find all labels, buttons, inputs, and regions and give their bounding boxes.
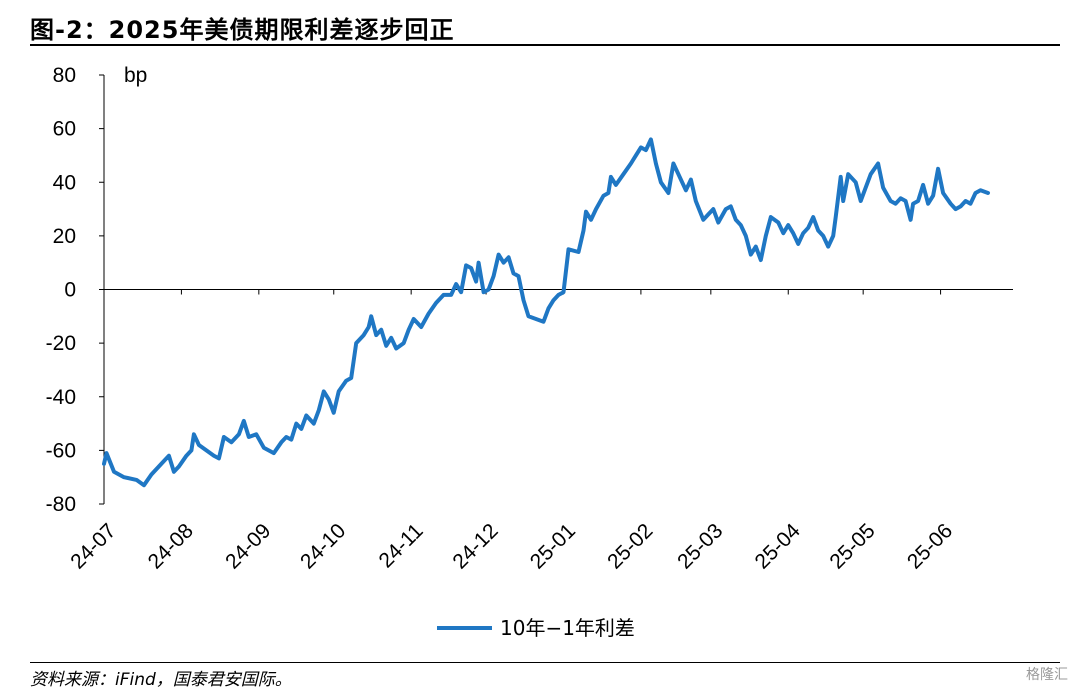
y-tick-label: 60 [53,118,76,141]
chart-title: 图-2：2025年美债期限利差逐步回正 [30,16,455,44]
legend: 10年−1年利差 [437,616,635,640]
watermark-logo: 格隆汇 [1026,667,1068,683]
legend-label: 10年−1年利差 [500,616,635,640]
x-tick-label: 25-04 [751,519,805,573]
x-axis: 24-07 24-08 24-09 24-10 24-11 24-12 25-01 25-02… [66,289,1013,574]
x-tick-label: 25-05 [825,519,879,573]
y-tick-label: -20 [46,332,76,355]
y-tick-label: 80 [53,64,76,87]
y-tick-label: 20 [53,225,76,248]
x-tick-label: 24-08 [144,519,198,573]
y-tick-label: -60 [46,439,76,462]
title-bar: 图-2：2025年美债期限利差逐步回正 [30,6,1060,46]
x-tick-label: 25-03 [673,519,727,573]
y-axis-unit-label: bp [124,64,147,87]
x-tick-label: 24-09 [221,519,275,573]
x-tick-label: 24-10 [296,519,350,573]
y-tick-label: 40 [53,171,76,194]
series-line [102,137,990,488]
y-axis: 80 60 40 20 0 -20 -40 -60 -80 [46,64,105,516]
x-tick-label: 25-02 [603,519,657,573]
source-bar: 资料来源：iFind，国泰君安国际。 [30,662,1060,690]
x-tick-label: 24-12 [448,519,502,573]
y-tick-label: 0 [64,279,76,302]
y-tick-label: -40 [46,386,76,409]
x-tick-label: 25-06 [903,519,957,573]
y-tick-label: -80 [46,493,76,516]
x-tick-label: 24-07 [66,519,120,573]
source-note: 资料来源：iFind，国泰君安国际。 [30,670,292,690]
x-tick-label: 25-01 [526,519,580,573]
x-tick-label: 24-11 [375,519,428,572]
